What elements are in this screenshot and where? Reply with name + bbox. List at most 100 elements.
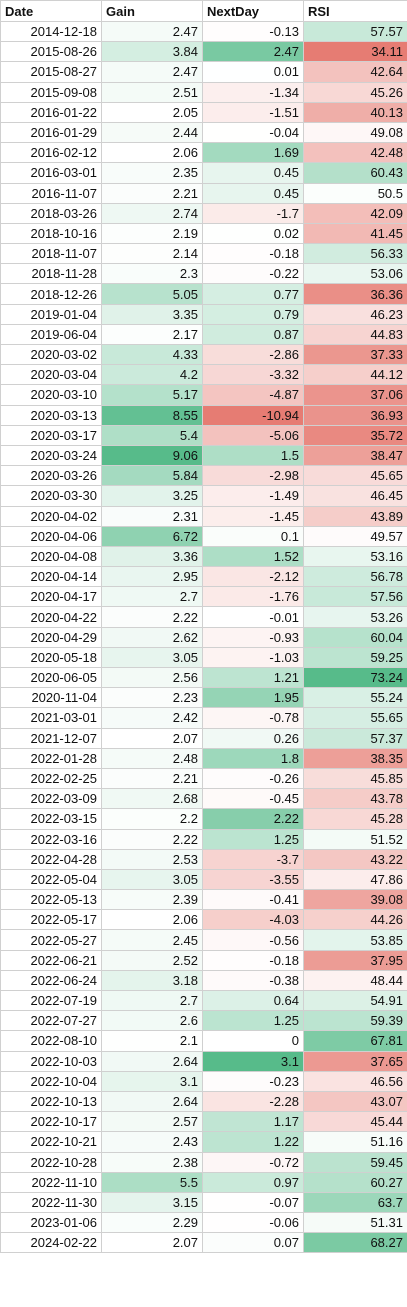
gain-cell[interactable]: 2.22 [101, 606, 203, 628]
gain-cell[interactable]: 2.64 [101, 1050, 203, 1072]
rsi-cell[interactable]: 57.57 [303, 20, 407, 43]
rsi-cell[interactable]: 42.48 [303, 142, 407, 164]
date-cell[interactable]: 2022-02-25 [0, 767, 102, 790]
gain-cell[interactable]: 3.35 [101, 303, 203, 325]
nextday-cell[interactable]: -10.94 [202, 404, 304, 426]
nextday-cell[interactable]: 1.69 [202, 142, 304, 164]
rsi-cell[interactable]: 36.93 [303, 404, 407, 426]
nextday-cell[interactable]: -2.12 [202, 566, 304, 588]
nextday-cell[interactable]: 0.77 [202, 283, 304, 305]
gain-cell[interactable]: 5.84 [101, 465, 203, 487]
gain-cell[interactable]: 3.1 [101, 1070, 203, 1092]
gain-cell[interactable]: 2.74 [101, 202, 203, 224]
gain-cell[interactable]: 2.43 [101, 1131, 203, 1153]
date-cell[interactable]: 2016-03-01 [0, 162, 102, 184]
date-cell[interactable]: 2018-11-07 [0, 243, 102, 265]
rsi-cell[interactable]: 60.43 [303, 162, 407, 184]
nextday-cell[interactable]: 1.95 [202, 687, 304, 709]
rsi-cell[interactable]: 59.39 [303, 1010, 407, 1032]
gain-cell[interactable]: 3.05 [101, 646, 203, 669]
nextday-cell[interactable]: -1.34 [202, 81, 304, 103]
gain-cell[interactable]: 2.2 [101, 808, 203, 830]
gain-cell[interactable]: 2.14 [101, 243, 203, 265]
nextday-cell[interactable]: 0.87 [202, 323, 304, 346]
gain-cell[interactable]: 3.18 [101, 969, 203, 992]
gain-cell[interactable]: 2.35 [101, 162, 203, 184]
rsi-cell[interactable]: 44.83 [303, 323, 407, 346]
gain-cell[interactable]: 8.55 [101, 404, 203, 426]
column-header-gain[interactable]: Gain [101, 0, 203, 22]
nextday-cell[interactable]: -0.93 [202, 626, 304, 648]
gain-cell[interactable]: 2.51 [101, 81, 203, 103]
gain-cell[interactable]: 2.57 [101, 1111, 203, 1133]
date-cell[interactable]: 2022-03-16 [0, 828, 102, 850]
date-cell[interactable]: 2022-07-19 [0, 989, 102, 1012]
gain-cell[interactable]: 2.38 [101, 1151, 203, 1173]
rsi-cell[interactable]: 45.44 [303, 1111, 407, 1133]
rsi-cell[interactable]: 60.27 [303, 1171, 407, 1193]
rsi-cell[interactable]: 57.37 [303, 727, 407, 749]
date-cell[interactable]: 2020-04-22 [0, 606, 102, 628]
date-cell[interactable]: 2022-11-30 [0, 1191, 102, 1214]
rsi-cell[interactable]: 45.85 [303, 767, 407, 790]
gain-cell[interactable]: 2.6 [101, 1010, 203, 1032]
rsi-cell[interactable]: 68.27 [303, 1232, 407, 1254]
date-cell[interactable]: 2020-06-05 [0, 666, 102, 689]
date-cell[interactable]: 2022-10-28 [0, 1151, 102, 1173]
rsi-cell[interactable]: 49.57 [303, 525, 407, 547]
gain-cell[interactable]: 2.53 [101, 848, 203, 870]
nextday-cell[interactable]: -0.18 [202, 243, 304, 265]
rsi-cell[interactable]: 37.33 [303, 343, 407, 366]
date-cell[interactable]: 2020-11-04 [0, 687, 102, 709]
rsi-cell[interactable]: 35.72 [303, 424, 407, 446]
nextday-cell[interactable]: -1.03 [202, 646, 304, 669]
rsi-cell[interactable]: 43.22 [303, 848, 407, 870]
rsi-cell[interactable]: 45.26 [303, 81, 407, 103]
date-cell[interactable]: 2022-06-21 [0, 949, 102, 971]
date-cell[interactable]: 2019-06-04 [0, 323, 102, 346]
rsi-cell[interactable]: 51.31 [303, 1212, 407, 1234]
gain-cell[interactable]: 2.39 [101, 889, 203, 911]
gain-cell[interactable]: 2.3 [101, 263, 203, 285]
nextday-cell[interactable]: -0.56 [202, 929, 304, 951]
rsi-cell[interactable]: 53.26 [303, 606, 407, 628]
gain-cell[interactable]: 5.05 [101, 283, 203, 305]
gain-cell[interactable]: 2.48 [101, 747, 203, 769]
date-cell[interactable]: 2020-03-30 [0, 485, 102, 507]
nextday-cell[interactable]: -0.01 [202, 606, 304, 628]
gain-cell[interactable]: 2.62 [101, 626, 203, 648]
rsi-cell[interactable]: 73.24 [303, 666, 407, 689]
nextday-cell[interactable]: 1.5 [202, 444, 304, 467]
nextday-cell[interactable]: -0.72 [202, 1151, 304, 1173]
gain-cell[interactable]: 5.4 [101, 424, 203, 446]
date-cell[interactable]: 2016-02-12 [0, 142, 102, 164]
nextday-cell[interactable]: -1.45 [202, 505, 304, 527]
nextday-cell[interactable]: -3.32 [202, 364, 304, 386]
gain-cell[interactable]: 2.68 [101, 788, 203, 810]
gain-cell[interactable]: 9.06 [101, 444, 203, 467]
nextday-cell[interactable]: 1.25 [202, 828, 304, 850]
rsi-cell[interactable]: 46.56 [303, 1070, 407, 1092]
date-cell[interactable]: 2022-10-13 [0, 1090, 102, 1113]
gain-cell[interactable]: 2.42 [101, 707, 203, 729]
date-cell[interactable]: 2022-05-27 [0, 929, 102, 951]
date-cell[interactable]: 2022-05-13 [0, 889, 102, 911]
gain-cell[interactable]: 2.52 [101, 949, 203, 971]
date-cell[interactable]: 2022-03-15 [0, 808, 102, 830]
rsi-cell[interactable]: 37.06 [303, 384, 407, 406]
nextday-cell[interactable]: -2.86 [202, 343, 304, 366]
gain-cell[interactable]: 2.06 [101, 909, 203, 931]
nextday-cell[interactable]: -1.49 [202, 485, 304, 507]
gain-cell[interactable]: 2.47 [101, 20, 203, 43]
date-cell[interactable]: 2022-08-10 [0, 1030, 102, 1052]
gain-cell[interactable]: 2.22 [101, 828, 203, 850]
gain-cell[interactable]: 2.45 [101, 929, 203, 951]
column-header-nextday[interactable]: NextDay [202, 0, 304, 22]
date-cell[interactable]: 2015-08-26 [0, 41, 102, 63]
nextday-cell[interactable]: -2.98 [202, 465, 304, 487]
column-header-rsi[interactable]: RSI [303, 0, 407, 22]
rsi-cell[interactable]: 56.78 [303, 566, 407, 588]
gain-cell[interactable]: 2.21 [101, 767, 203, 790]
gain-cell[interactable]: 3.05 [101, 868, 203, 891]
date-cell[interactable]: 2019-01-04 [0, 303, 102, 325]
